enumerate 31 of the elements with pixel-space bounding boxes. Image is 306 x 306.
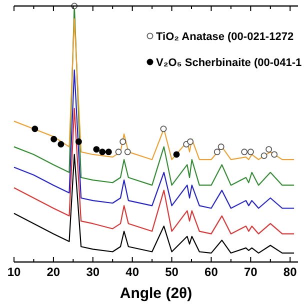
point: [214, 148, 220, 156]
point: [124, 148, 131, 156]
x-tick-label: 20: [46, 265, 60, 279]
x-tick-label: 70: [244, 265, 258, 279]
x-tick-label: 50: [165, 265, 179, 279]
legend-label: V₂O₅ Scherbinaite (00-041-1: [156, 57, 302, 69]
point: [115, 148, 122, 156]
point: [93, 146, 100, 153]
point: [173, 151, 180, 158]
point: [75, 138, 82, 145]
x-tick-label: 80: [283, 265, 298, 279]
point: [260, 152, 268, 160]
point: [120, 138, 126, 145]
point: [247, 148, 254, 156]
point: [58, 140, 64, 148]
x-tick-label: 30: [86, 265, 100, 279]
x-tick-label: 10: [7, 265, 21, 279]
point: [32, 126, 38, 132]
point: [50, 136, 58, 142]
point: [266, 146, 272, 153]
x-axis-title: Angle (2θ): [120, 285, 192, 302]
point: [271, 151, 278, 158]
point: [187, 138, 194, 145]
x-tick-label: 40: [126, 265, 140, 279]
legend-label: TiO₂ Anatase (00-021-1272: [156, 31, 294, 43]
point: [105, 148, 112, 156]
point: [99, 148, 106, 156]
x-tick-label: 60: [204, 265, 218, 279]
point: [241, 148, 248, 156]
point: [218, 144, 224, 150]
point: [160, 126, 167, 132]
